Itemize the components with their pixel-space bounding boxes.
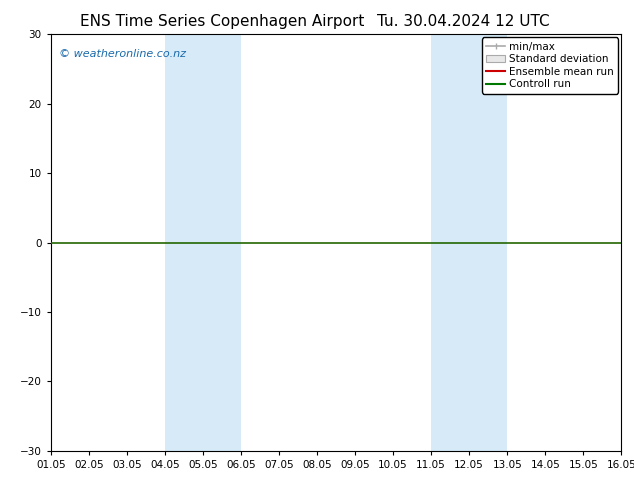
Text: ENS Time Series Copenhagen Airport: ENS Time Series Copenhagen Airport bbox=[80, 14, 364, 29]
Bar bbox=[165, 34, 203, 451]
Text: © weatheronline.co.nz: © weatheronline.co.nz bbox=[59, 49, 186, 59]
Legend: min/max, Standard deviation, Ensemble mean run, Controll run: min/max, Standard deviation, Ensemble me… bbox=[482, 37, 618, 94]
Bar bbox=[469, 34, 507, 451]
Bar bbox=[431, 34, 469, 451]
Text: Tu. 30.04.2024 12 UTC: Tu. 30.04.2024 12 UTC bbox=[377, 14, 549, 29]
Bar bbox=[203, 34, 241, 451]
